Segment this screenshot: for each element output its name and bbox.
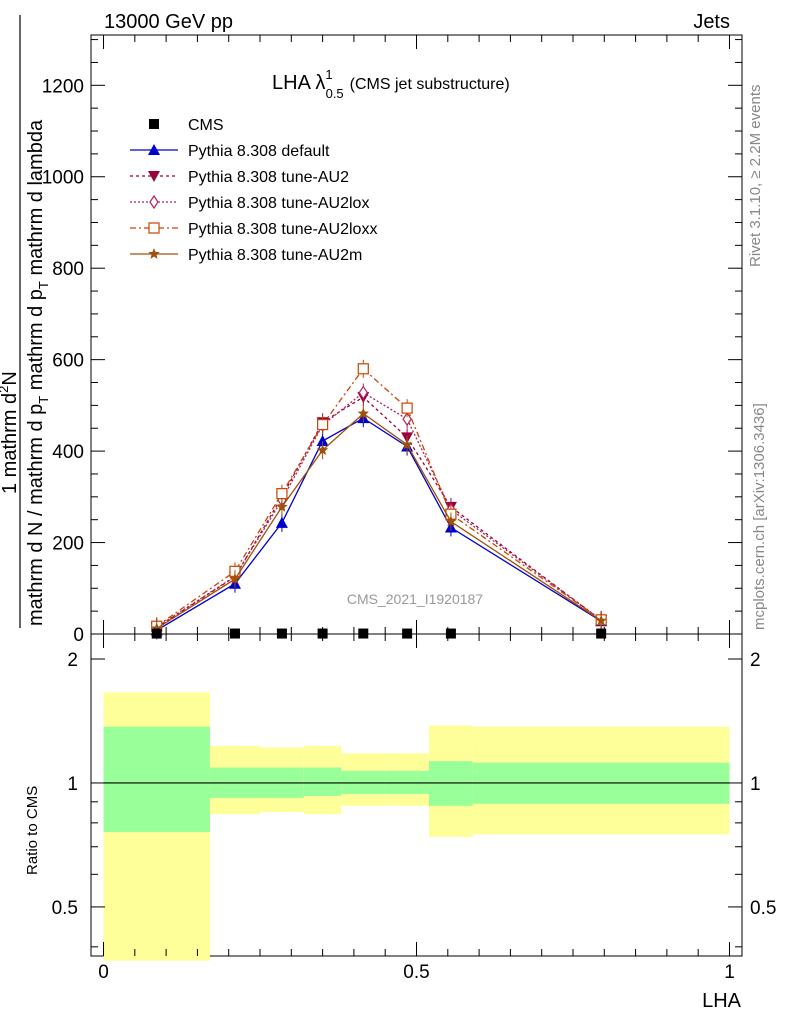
x-tick-label: 1 — [724, 962, 735, 983]
plot-title-note: (CMS jet substructure) — [350, 76, 510, 93]
header-left: 13000 GeV pp — [104, 11, 233, 33]
marker-open-diamond — [402, 412, 412, 427]
marker-open-square — [148, 222, 160, 234]
ratio-y-tick-label-right: 2 — [750, 650, 761, 671]
marker-star — [445, 515, 457, 527]
y-tick-label: 200 — [52, 534, 84, 555]
marker-triangle-up — [275, 516, 288, 528]
marker-open-square — [317, 418, 329, 431]
series-line — [156, 417, 602, 631]
ratio-inner-band — [103, 726, 210, 833]
main-plot-axes: 0 200 400 600 800 1000 1200 — [42, 35, 742, 646]
ratio-y-tick-label: 2 — [67, 650, 78, 671]
ratio-plot-bands — [103, 692, 730, 961]
series-line — [156, 367, 602, 627]
y-tick-label: 600 — [52, 351, 84, 372]
x-tick-label: 0.5 — [403, 962, 429, 983]
series-line — [156, 391, 602, 628]
ratio-y-tick-label-right: 0.5 — [750, 898, 776, 919]
plot-title-subscript: 0.5 — [326, 86, 344, 101]
marker-star — [401, 438, 413, 450]
marker-star — [276, 500, 288, 512]
plot-title-superscript: 1 — [325, 67, 332, 82]
ratio-y-tick-label-right: 1 — [750, 774, 761, 795]
marker-star — [316, 444, 329, 455]
y-tick-label: 800 — [52, 259, 84, 280]
x-axis-label: LHA — [702, 990, 742, 1012]
marker-open-square — [357, 363, 369, 375]
analysis-watermark: CMS_2021_I1920187 — [347, 591, 483, 607]
marker-open-diamond — [149, 194, 159, 210]
x-tick-label: 0 — [98, 962, 109, 983]
marker-open-diamond — [358, 385, 369, 400]
marker-star — [229, 573, 241, 584]
ratio-y-tick-label: 0.5 — [52, 898, 78, 919]
y-label-numerator: 1 mathrm d2N — [0, 371, 21, 494]
legend-label: CMS — [188, 117, 224, 134]
y-label-denominator: mathrm d N / mathrm d pT mathrm d pT mat… — [25, 119, 51, 626]
ratio-plot-axes: 0 0.5 1 0.5 0.5 1 1 2 2 — [52, 634, 776, 983]
marker-star — [148, 248, 160, 259]
mcplots-reference-text: mcplots.cern.ch [arXiv:1306.3436] — [751, 403, 768, 630]
plot-title-main: LHA λ — [272, 72, 325, 94]
plot-title: LHA λ1 0.5 (CMS jet substructure) — [272, 67, 510, 101]
legend-label: Pythia 8.308 tune-AU2lox — [188, 195, 369, 212]
legend-label: Pythia 8.308 tune-AU2 — [188, 169, 349, 186]
ratio-inner-band — [303, 767, 342, 796]
main-y-axis-label: 1 mathrm d2N mathrm d N / mathrm d pT ma… — [0, 15, 51, 628]
y-tick-label: 0 — [73, 625, 84, 646]
rivet-version-text: Rivet 3.1.10, ≥ 2.2M events — [747, 85, 764, 268]
ratio-y-tick-label: 1 — [67, 774, 78, 795]
marker-star — [357, 407, 369, 419]
ratio-y-axis-label: Ratio to CMS — [24, 786, 41, 875]
marker-star — [595, 614, 607, 626]
legend-label: Pythia 8.308 default — [188, 143, 330, 160]
y-tick-label: 1000 — [42, 168, 84, 189]
legend-label: Pythia 8.308 tune-AU2loxx — [188, 221, 377, 238]
marker-open-square — [276, 488, 288, 500]
y-tick-label: 400 — [52, 442, 84, 463]
marker-open-square — [401, 402, 413, 414]
marker-triangle-up — [148, 144, 160, 155]
marker-triangle-up — [316, 435, 329, 447]
series-line — [156, 412, 602, 630]
header-right: Jets — [693, 11, 730, 33]
legend-label: Pythia 8.308 tune-AU2m — [188, 247, 362, 264]
marker-square — [149, 119, 159, 129]
legend: CMS Pythia 8.308 default Pythia 8.308 tune… — [130, 117, 377, 264]
marker-triangle-down — [148, 171, 160, 182]
y-tick-label: 1200 — [42, 76, 84, 97]
